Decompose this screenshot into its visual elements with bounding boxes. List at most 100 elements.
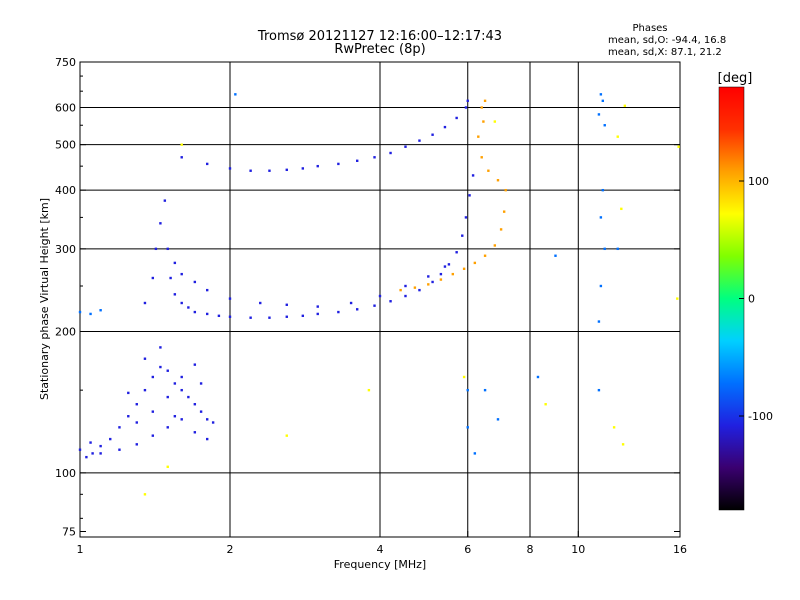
data-point xyxy=(173,293,177,296)
data-point xyxy=(109,437,112,441)
data-point xyxy=(166,395,169,399)
data-point xyxy=(496,418,500,421)
data-point xyxy=(193,363,197,366)
data-point xyxy=(676,297,679,300)
data-point xyxy=(187,306,190,309)
phase-info-o: mean, sd,O: -94.4, 16.8 xyxy=(608,35,726,46)
data-point xyxy=(268,169,271,172)
data-point xyxy=(285,434,288,437)
data-point xyxy=(135,421,138,424)
data-point xyxy=(173,415,177,418)
data-point xyxy=(483,388,487,392)
data-point xyxy=(373,304,376,307)
data-point xyxy=(597,388,601,392)
data-point xyxy=(180,388,183,392)
data-point xyxy=(234,93,237,96)
y-tick-label: 300 xyxy=(55,243,76,256)
data-point xyxy=(78,310,82,314)
chart-subtitle: RwPretec (8p) xyxy=(334,42,425,57)
data-point xyxy=(217,314,221,318)
data-point xyxy=(143,493,147,496)
data-point xyxy=(285,168,288,172)
data-point xyxy=(473,452,477,455)
chart-title: Tromsø 20121127 12:16:00–12:17:43 xyxy=(257,29,502,44)
data-point xyxy=(677,145,680,148)
data-point xyxy=(601,188,605,192)
data-point xyxy=(378,294,382,298)
data-point xyxy=(471,174,475,177)
x-tick-label: 4 xyxy=(377,543,384,556)
data-point xyxy=(173,261,177,265)
data-point xyxy=(99,444,102,448)
data-point xyxy=(599,93,603,96)
data-point xyxy=(597,113,601,116)
data-point xyxy=(193,280,197,284)
data-point xyxy=(118,448,121,451)
data-point xyxy=(159,222,162,225)
data-point xyxy=(536,375,540,379)
data-point xyxy=(143,388,147,392)
data-point xyxy=(127,391,130,395)
data-point xyxy=(151,276,155,280)
data-point xyxy=(199,410,203,413)
data-point xyxy=(599,216,603,219)
data-point xyxy=(404,145,407,148)
data-point xyxy=(603,124,606,127)
x-tick-label: 2 xyxy=(227,543,234,556)
data-point xyxy=(451,272,455,276)
data-point xyxy=(462,375,466,379)
y-tick-label: 750 xyxy=(55,56,76,69)
data-point xyxy=(259,301,262,305)
data-point xyxy=(499,228,503,231)
data-point xyxy=(228,167,232,170)
data-point xyxy=(355,159,359,162)
data-point xyxy=(464,106,468,109)
phase-info-x: mean, sd,X: 87.1, 21.2 xyxy=(608,47,722,58)
data-point xyxy=(480,106,483,109)
data-point xyxy=(439,278,443,281)
data-point xyxy=(612,426,616,429)
data-point xyxy=(205,418,209,421)
data-point xyxy=(205,437,209,441)
data-point xyxy=(180,418,183,421)
data-point xyxy=(461,234,464,237)
colorbar-tick-label: -100 xyxy=(748,410,773,423)
phase-info-title: Phases xyxy=(632,23,667,34)
x-tick-label: 8 xyxy=(527,543,534,556)
data-point xyxy=(493,244,497,247)
data-point xyxy=(151,434,155,437)
data-point xyxy=(616,135,619,138)
data-point xyxy=(78,448,82,451)
data-point xyxy=(135,403,138,406)
colorbar-label: [deg] xyxy=(718,71,753,86)
y-tick-label: 100 xyxy=(55,467,76,480)
data-point xyxy=(504,188,507,192)
data-point xyxy=(477,135,480,138)
data-point xyxy=(480,156,483,159)
data-point xyxy=(151,375,155,379)
data-point xyxy=(466,99,469,103)
y-tick-label: 400 xyxy=(55,184,76,197)
data-point xyxy=(455,116,458,120)
data-point xyxy=(301,314,305,318)
data-point xyxy=(205,312,209,316)
data-point xyxy=(493,120,497,123)
data-point xyxy=(99,309,102,312)
data-point xyxy=(554,254,557,257)
data-point xyxy=(316,305,319,308)
data-point xyxy=(89,441,92,444)
data-point xyxy=(603,247,606,251)
x-tick-label: 6 xyxy=(464,543,471,556)
y-tick-label: 500 xyxy=(55,139,76,152)
data-point xyxy=(143,357,147,360)
data-point xyxy=(389,300,392,303)
x-axis-label: Frequency [MHz] xyxy=(334,558,426,571)
data-point xyxy=(301,167,305,170)
data-point xyxy=(620,207,623,211)
data-point xyxy=(211,421,215,424)
data-point xyxy=(431,280,434,284)
data-point xyxy=(205,288,209,292)
plot-area: 1 2 4 6 8 10 16 75 100 200 300 400 500 600 750 xyxy=(55,56,687,556)
data-point xyxy=(228,297,232,300)
